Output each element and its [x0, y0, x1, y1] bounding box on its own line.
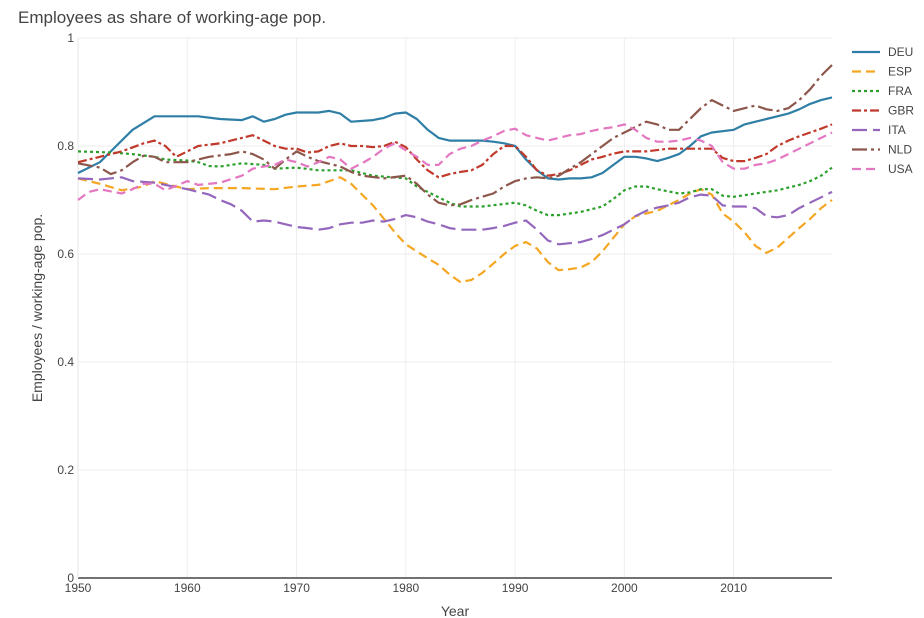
- x-tick-label: 1960: [174, 581, 201, 595]
- series-line-esp: [77, 176, 833, 284]
- x-axis-title: Year: [441, 603, 470, 618]
- legend-label-fra: FRA: [888, 84, 912, 98]
- y-tick-label: 0: [67, 571, 74, 585]
- y-tick-label: 0.6: [57, 247, 74, 261]
- y-tick-label: 0.4: [57, 355, 74, 369]
- legend-label-deu: DEU: [888, 45, 913, 59]
- series-line-usa: [77, 123, 833, 201]
- legend-label-nld: NLD: [888, 143, 912, 157]
- legend-label-gbr: GBR: [888, 104, 914, 118]
- x-tick-label: 1970: [283, 581, 310, 595]
- legend-label-esp: ESP: [888, 65, 912, 79]
- x-tick-label: 1950: [65, 581, 92, 595]
- series-line-ita: [77, 176, 833, 246]
- series-line-deu: [77, 96, 833, 181]
- x-tick-label: 2010: [720, 581, 747, 595]
- x-tick-label: 1980: [392, 581, 419, 595]
- x-tick-label: 2000: [611, 581, 638, 595]
- y-tick-label: 0.8: [57, 139, 74, 153]
- legend-label-usa: USA: [888, 162, 913, 176]
- series-line-nld: [77, 64, 833, 207]
- series-line-gbr: [77, 123, 833, 179]
- series-line-fra: [77, 150, 833, 217]
- chart-title: Employees as share of working-age pop.: [18, 8, 327, 27]
- legend-label-ita: ITA: [888, 123, 906, 137]
- y-tick-label: 0.2: [57, 463, 74, 477]
- x-tick-label: 1990: [502, 581, 529, 595]
- y-tick-label: 1: [67, 31, 74, 45]
- y-axis-title: Employees / working-age pop.: [29, 214, 45, 402]
